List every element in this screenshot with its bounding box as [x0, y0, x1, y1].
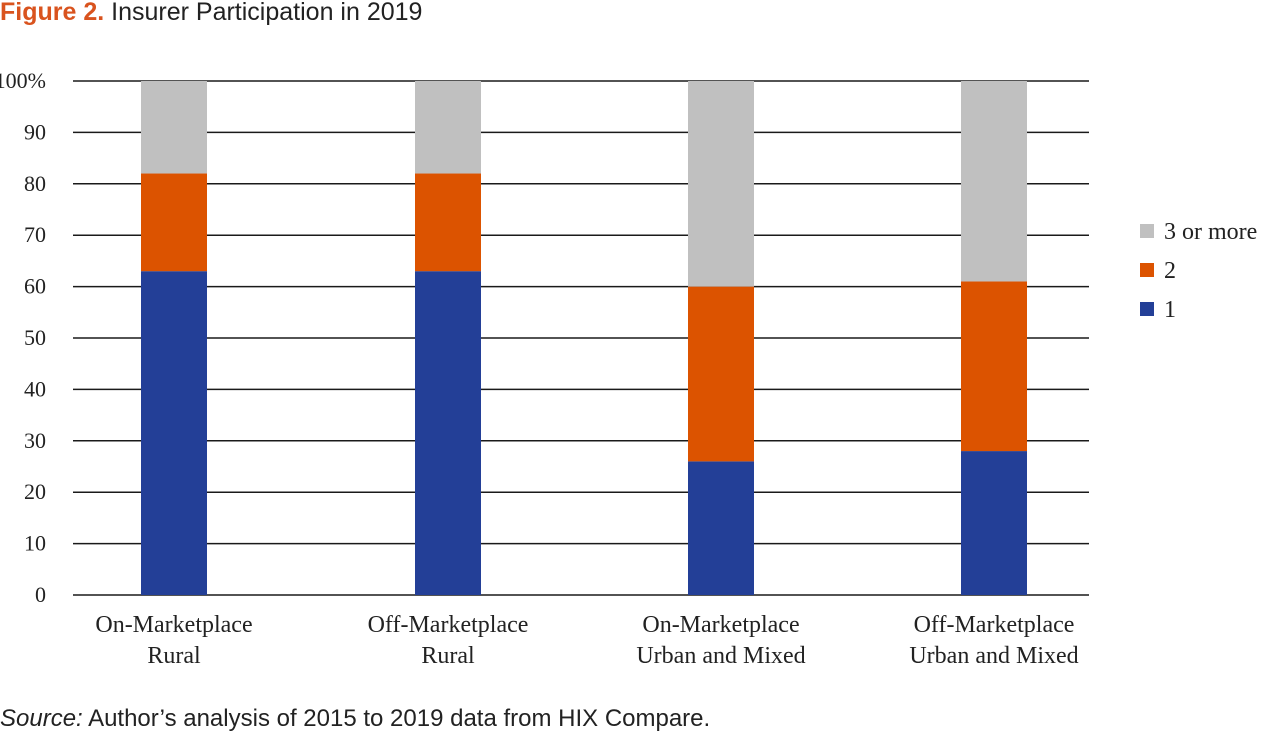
x-category-label: On-Marketplace	[95, 612, 252, 638]
y-tick-label: 60	[24, 274, 46, 299]
y-tick-label: 20	[24, 479, 46, 504]
y-axis-ticks: 0 10 20 30 40 50 60 70 80 90 100%	[0, 68, 46, 607]
x-category-label: Off-Marketplace	[914, 612, 1075, 638]
bar-segment-3-or-more	[141, 81, 207, 174]
bar-segment-1	[141, 271, 207, 595]
bar-segment-2	[141, 173, 207, 272]
legend-swatch	[1140, 224, 1154, 238]
source-note: Source: Author’s analysis of 2015 to 201…	[0, 703, 710, 735]
legend-swatch	[1140, 263, 1154, 277]
legend-swatch	[1140, 302, 1154, 316]
bar-segment-2	[415, 173, 481, 272]
legend-label: 1	[1164, 297, 1176, 323]
source-label: Source:	[0, 705, 83, 732]
y-tick-label: 80	[24, 171, 46, 196]
y-tick-label: 0	[35, 582, 46, 607]
bar-segment-2	[688, 286, 754, 462]
legend-label: 3 or more	[1164, 219, 1257, 245]
bars	[141, 81, 1027, 595]
bar-segment-3-or-more	[415, 81, 481, 174]
y-tick-label: 90	[24, 119, 46, 144]
figure-title-text: Insurer Participation in 2019	[111, 0, 423, 26]
x-category-label: Off-Marketplace	[368, 612, 529, 638]
figure-title: Figure 2. Insurer Participation in 2019	[0, 0, 422, 28]
bar-segment-3-or-more	[961, 81, 1027, 282]
x-category-label: On-Marketplace	[642, 612, 799, 638]
bar-segment-1	[415, 271, 481, 595]
bar-segment-1	[688, 461, 754, 595]
legend-label: 2	[1164, 258, 1176, 284]
x-category-label: Rural	[421, 643, 475, 669]
figure-label: Figure 2.	[0, 0, 105, 26]
legend: 3 or more 2 1	[1140, 219, 1257, 323]
x-category-label: Rural	[147, 643, 201, 669]
x-axis-labels: On-Marketplace Rural Off-Marketplace Rural O…	[95, 612, 1078, 669]
gridlines	[73, 80, 1089, 596]
y-tick-label: 50	[24, 325, 46, 350]
source-text: Author’s analysis of 2015 to 2019 data f…	[88, 705, 711, 732]
bar-segment-1	[961, 451, 1027, 595]
x-category-label: Urban and Mixed	[636, 643, 805, 669]
bar-segment-2	[961, 281, 1027, 452]
y-tick-label: 10	[24, 531, 46, 556]
y-tick-label: 30	[24, 428, 46, 453]
y-tick-label: 70	[24, 222, 46, 247]
bar-segment-3-or-more	[688, 81, 754, 287]
y-tick-label: 40	[24, 376, 46, 401]
y-tick-label: 100%	[0, 68, 46, 93]
x-category-label: Urban and Mixed	[909, 643, 1078, 669]
